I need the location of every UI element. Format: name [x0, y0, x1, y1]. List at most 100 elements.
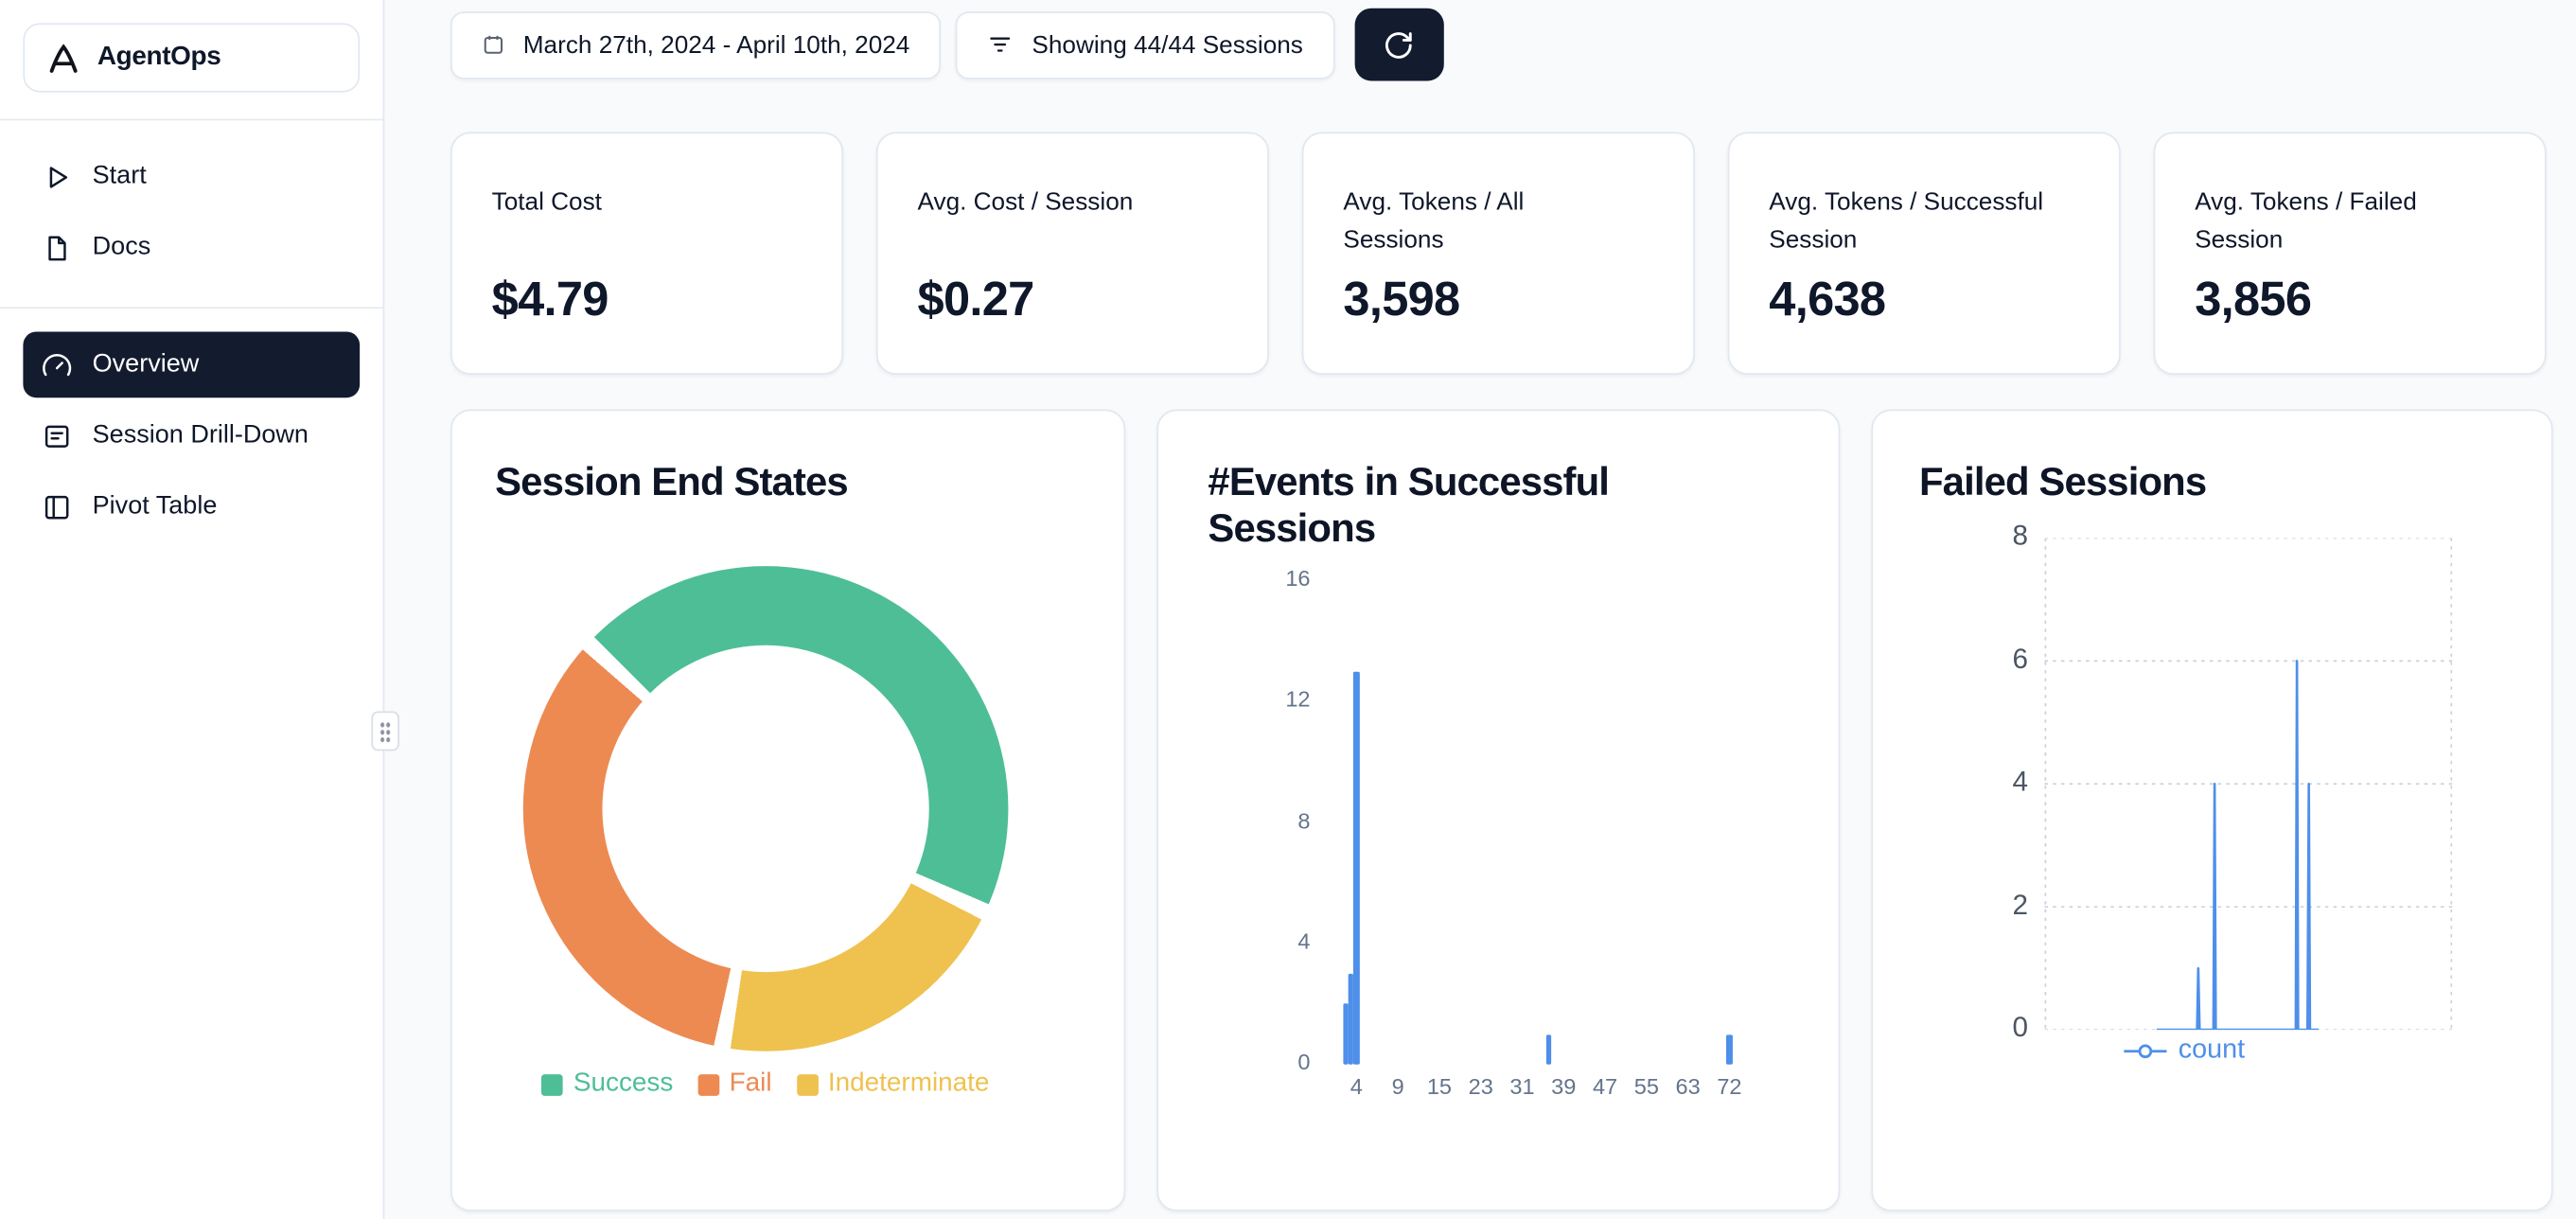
sidebar-item-session-drill-down[interactable]: Session Drill-Down [23, 402, 360, 468]
sidebar-item-label: Overview [92, 349, 200, 379]
x-tick-label: 72 [1717, 1074, 1742, 1100]
session-end-states-donut[interactable] [522, 566, 1009, 1051]
x-tick-label: 39 [1551, 1074, 1577, 1100]
y-tick-label: 4 [2012, 766, 2029, 798]
stat-value: 3,598 [1343, 274, 1460, 327]
x-tick-label: 4 [1350, 1074, 1363, 1100]
y-tick-label: 12 [1285, 686, 1311, 712]
stat-card-avg-tokens-all: Avg. Tokens / All Sessions 3,598 [1301, 132, 1695, 375]
legend-swatch-icon [697, 1073, 720, 1095]
session-end-states-legend: Success Fail Indeterminate [452, 1069, 1080, 1099]
chart-title: #Events in Successful Sessions [1208, 460, 1610, 552]
x-tick-label: 55 [1633, 1074, 1659, 1100]
stat-value: $4.79 [491, 274, 609, 327]
logo-card[interactable]: AgentOps [23, 23, 361, 93]
histogram-bar [1726, 1034, 1733, 1065]
sidebar-divider [0, 118, 383, 121]
filter-icon [987, 31, 1014, 58]
sidebar-item-label: Pivot Table [92, 491, 218, 521]
sidebar-divider [0, 307, 383, 309]
x-tick-label: 47 [1592, 1074, 1618, 1100]
legend-label: Indeterminate [827, 1069, 990, 1098]
x-tick-label: 15 [1426, 1074, 1453, 1100]
y-tick-label: 8 [2012, 520, 2029, 552]
sidebar-item-label: Docs [92, 232, 151, 261]
sessions-icon [42, 420, 73, 451]
x-tick-label: 63 [1675, 1074, 1701, 1100]
sidebar: AgentOps Start [0, 0, 399, 1219]
y-tick-label: 0 [2012, 1011, 2029, 1044]
histogram-bar [1353, 671, 1360, 1065]
sidebar-item-start[interactable]: Start [23, 144, 360, 210]
legend-item[interactable]: Fail [697, 1069, 772, 1099]
y-tick-label: 0 [1297, 1050, 1311, 1075]
sidebar-item-overview[interactable]: Overview [23, 331, 361, 398]
sidebar-item-label: Session Drill-Down [92, 420, 309, 450]
count-line-series [2156, 660, 2319, 1031]
legend-item[interactable]: Success [541, 1069, 674, 1099]
session-filter-label: Showing 44/44 Sessions [1032, 30, 1303, 59]
session-end-states-card: Session End States Success Fail Indetermin… [450, 409, 1126, 1211]
refresh-icon [1383, 29, 1414, 61]
x-tick-label: 9 [1391, 1074, 1404, 1100]
stat-card-avg-cost: Avg. Cost / Session $0.27 [875, 132, 1269, 375]
grip-dots-icon [379, 720, 392, 742]
sidebar-resize-handle[interactable] [371, 711, 399, 751]
date-range-button[interactable]: March 27th, 2024 - April 10th, 2024 [450, 10, 942, 79]
legend-label: Success [573, 1069, 674, 1098]
stat-label: Total Cost [491, 187, 602, 217]
stat-card-total-cost: Total Cost $4.79 [450, 132, 844, 375]
x-tick-label: 31 [1509, 1074, 1535, 1100]
play-icon [42, 161, 73, 192]
sidebar-nav-top: Start Docs [0, 144, 383, 281]
charts-row: Session End States Success Fail Indetermin… [450, 409, 2576, 1211]
failed-sessions-card: Failed Sessions 0 2 4 6 8 count [1871, 409, 2553, 1211]
pivot-table-icon [42, 491, 73, 522]
stat-label: Avg. Tokens / Successful Session [1769, 187, 2044, 255]
stat-card-avg-tokens-failed: Avg. Tokens / Failed Session 3,856 [2153, 132, 2547, 375]
histogram-bar [1348, 973, 1354, 1065]
sidebar-item-docs[interactable]: Docs [23, 215, 360, 281]
stat-value: 4,638 [1769, 274, 1886, 327]
stats-row: Total Cost $4.79 Avg. Cost / Session $0.… [450, 132, 2576, 375]
legend-label: Fail [729, 1069, 772, 1098]
app-title: AgentOps [97, 43, 221, 71]
docs-icon [42, 232, 73, 263]
agentops-logo-icon [44, 39, 82, 77]
legend-swatch-icon [796, 1073, 819, 1095]
stat-label: Avg. Tokens / Failed Session [2195, 187, 2417, 255]
failed-sessions-ticks: 0 2 4 6 8 [1873, 411, 2551, 1210]
count-legend-item[interactable]: count [2124, 1034, 2245, 1066]
sidebar-item-pivot-table[interactable]: Pivot Table [23, 473, 360, 539]
stat-card-avg-tokens-successful: Avg. Tokens / Successful Session 4,638 [1727, 132, 2121, 375]
calendar-icon [482, 33, 504, 56]
refresh-button[interactable] [1353, 8, 1444, 81]
y-tick-label: 4 [1297, 928, 1311, 954]
legend-swatch-icon [541, 1073, 564, 1095]
stat-label: Avg. Cost / Session [917, 187, 1134, 217]
session-filter-button[interactable]: Showing 44/44 Sessions [956, 10, 1335, 79]
sidebar-nav-main: Overview Session Drill-Down [0, 331, 383, 539]
y-tick-label: 16 [1285, 566, 1311, 592]
chart-title: Failed Sessions [1918, 460, 2207, 505]
count-legend-label: count [2178, 1034, 2246, 1065]
failed-sessions-plot[interactable] [2044, 538, 2453, 1031]
chart-title: Session End States [495, 460, 849, 505]
main-content: March 27th, 2024 - April 10th, 2024 Show… [384, 0, 2576, 1219]
sidebar-item-label: Start [92, 161, 147, 190]
date-range-label: March 27th, 2024 - April 10th, 2024 [522, 30, 910, 59]
events-histogram-plot[interactable]: 0 4 8 12 16 4 9 15 23 31 39 47 55 63 72 [1158, 411, 1838, 1210]
x-tick-label: 23 [1468, 1074, 1493, 1100]
y-tick-label: 6 [2012, 643, 2029, 675]
gauge-icon [42, 349, 73, 380]
histogram-bar [1342, 1003, 1349, 1065]
stat-value: 3,856 [2195, 274, 2312, 327]
y-tick-label: 8 [1297, 807, 1311, 833]
stat-label: Avg. Tokens / All Sessions [1343, 187, 1525, 255]
stat-value: $0.27 [917, 274, 1035, 327]
histogram-bar [1545, 1034, 1552, 1065]
legend-item[interactable]: Indeterminate [796, 1069, 990, 1099]
y-tick-label: 2 [2012, 889, 2029, 921]
